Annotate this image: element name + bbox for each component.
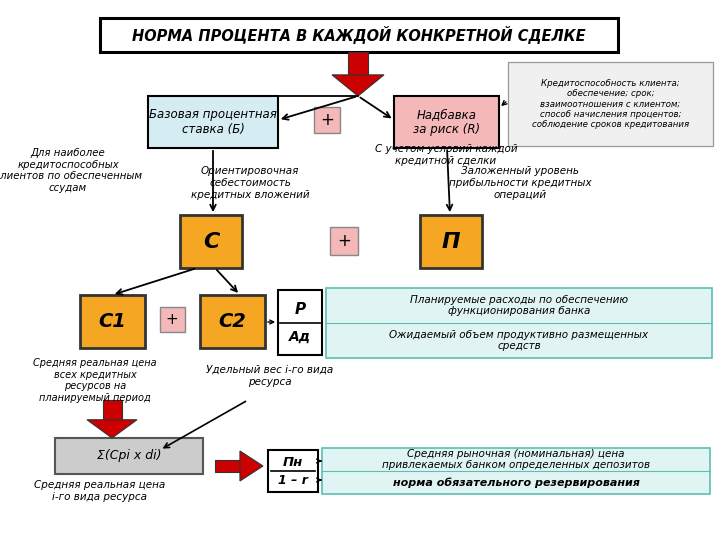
Text: Базовая процентная
ставка (Б): Базовая процентная ставка (Б) — [149, 108, 277, 136]
Bar — [80, 295, 145, 348]
Text: Удельный вес i-го вида
ресурса: Удельный вес i-го вида ресурса — [207, 365, 333, 387]
Text: Средняя реальная цена
i-го вида ресурса: Средняя реальная цена i-го вида ресурса — [35, 480, 166, 502]
Bar — [314, 107, 340, 133]
Text: Планируемые расходы по обеспечению
функционирования банка: Планируемые расходы по обеспечению функц… — [410, 295, 628, 316]
Polygon shape — [87, 420, 137, 438]
Polygon shape — [240, 451, 263, 481]
Bar — [102, 400, 122, 420]
Text: Пн: Пн — [283, 456, 303, 469]
Text: Средняя реальная цена
всех кредитных
ресурсов на
планируемый период: Средняя реальная цена всех кредитных рес… — [33, 358, 157, 403]
Text: +: + — [337, 232, 351, 250]
Bar — [215, 460, 240, 472]
Bar — [148, 96, 278, 148]
Text: С: С — [203, 232, 219, 252]
Text: Для наиболее
кредитоспособных
клиентов по обеспеченным
ссудам: Для наиболее кредитоспособных клиентов п… — [0, 148, 142, 193]
Text: +: + — [320, 111, 334, 129]
Text: норма обязательного резервирования: норма обязательного резервирования — [392, 477, 639, 488]
Bar — [326, 288, 712, 358]
Bar — [160, 307, 185, 332]
Bar — [278, 290, 322, 355]
Text: +: + — [166, 312, 179, 327]
Text: П: П — [441, 232, 460, 252]
Bar — [180, 215, 242, 268]
Text: Заложенный уровень
прибыльности кредитных
операций: Заложенный уровень прибыльности кредитны… — [449, 166, 591, 200]
Text: С2: С2 — [219, 312, 246, 331]
Text: 1 – r: 1 – r — [278, 475, 308, 488]
Text: P: P — [294, 302, 305, 317]
Text: Aд: Aд — [289, 329, 311, 343]
Bar — [330, 227, 358, 255]
Text: Надбавка
за риск (R): Надбавка за риск (R) — [413, 108, 480, 136]
Text: Ориентировочная
себестоимость
кредитных вложений: Ориентировочная себестоимость кредитных … — [191, 166, 310, 200]
Text: Ожидаемый объем продуктивно размещенных
средств: Ожидаемый объем продуктивно размещенных … — [390, 330, 649, 352]
Text: С1: С1 — [99, 312, 127, 331]
Bar — [100, 18, 618, 52]
Polygon shape — [332, 75, 384, 96]
Text: Средняя рыночная (номинальная) цена
привлекаемых банком определенных депозитов: Средняя рыночная (номинальная) цена прив… — [382, 449, 650, 470]
Text: Σ(Cpi x di): Σ(Cpi x di) — [96, 449, 161, 462]
Bar — [55, 438, 203, 474]
Bar — [394, 96, 499, 148]
Bar — [420, 215, 482, 268]
Bar — [322, 448, 710, 494]
Text: Кредитоспособность клиента;
обеспечение; срок;
взаимоотношения с клиентом;
спосо: Кредитоспособность клиента; обеспечение;… — [532, 79, 689, 129]
Bar — [508, 62, 713, 146]
Text: НОРМА ПРОЦЕНТА В КАЖДОЙ КОНКРЕТНОЙ СДЕЛКЕ: НОРМА ПРОЦЕНТА В КАЖДОЙ КОНКРЕТНОЙ СДЕЛК… — [132, 26, 586, 44]
Bar — [200, 295, 265, 348]
Text: С учетом условий каждой
кредитной сделки: С учетом условий каждой кредитной сделки — [374, 144, 517, 166]
Bar — [268, 450, 318, 492]
Bar — [348, 52, 368, 75]
